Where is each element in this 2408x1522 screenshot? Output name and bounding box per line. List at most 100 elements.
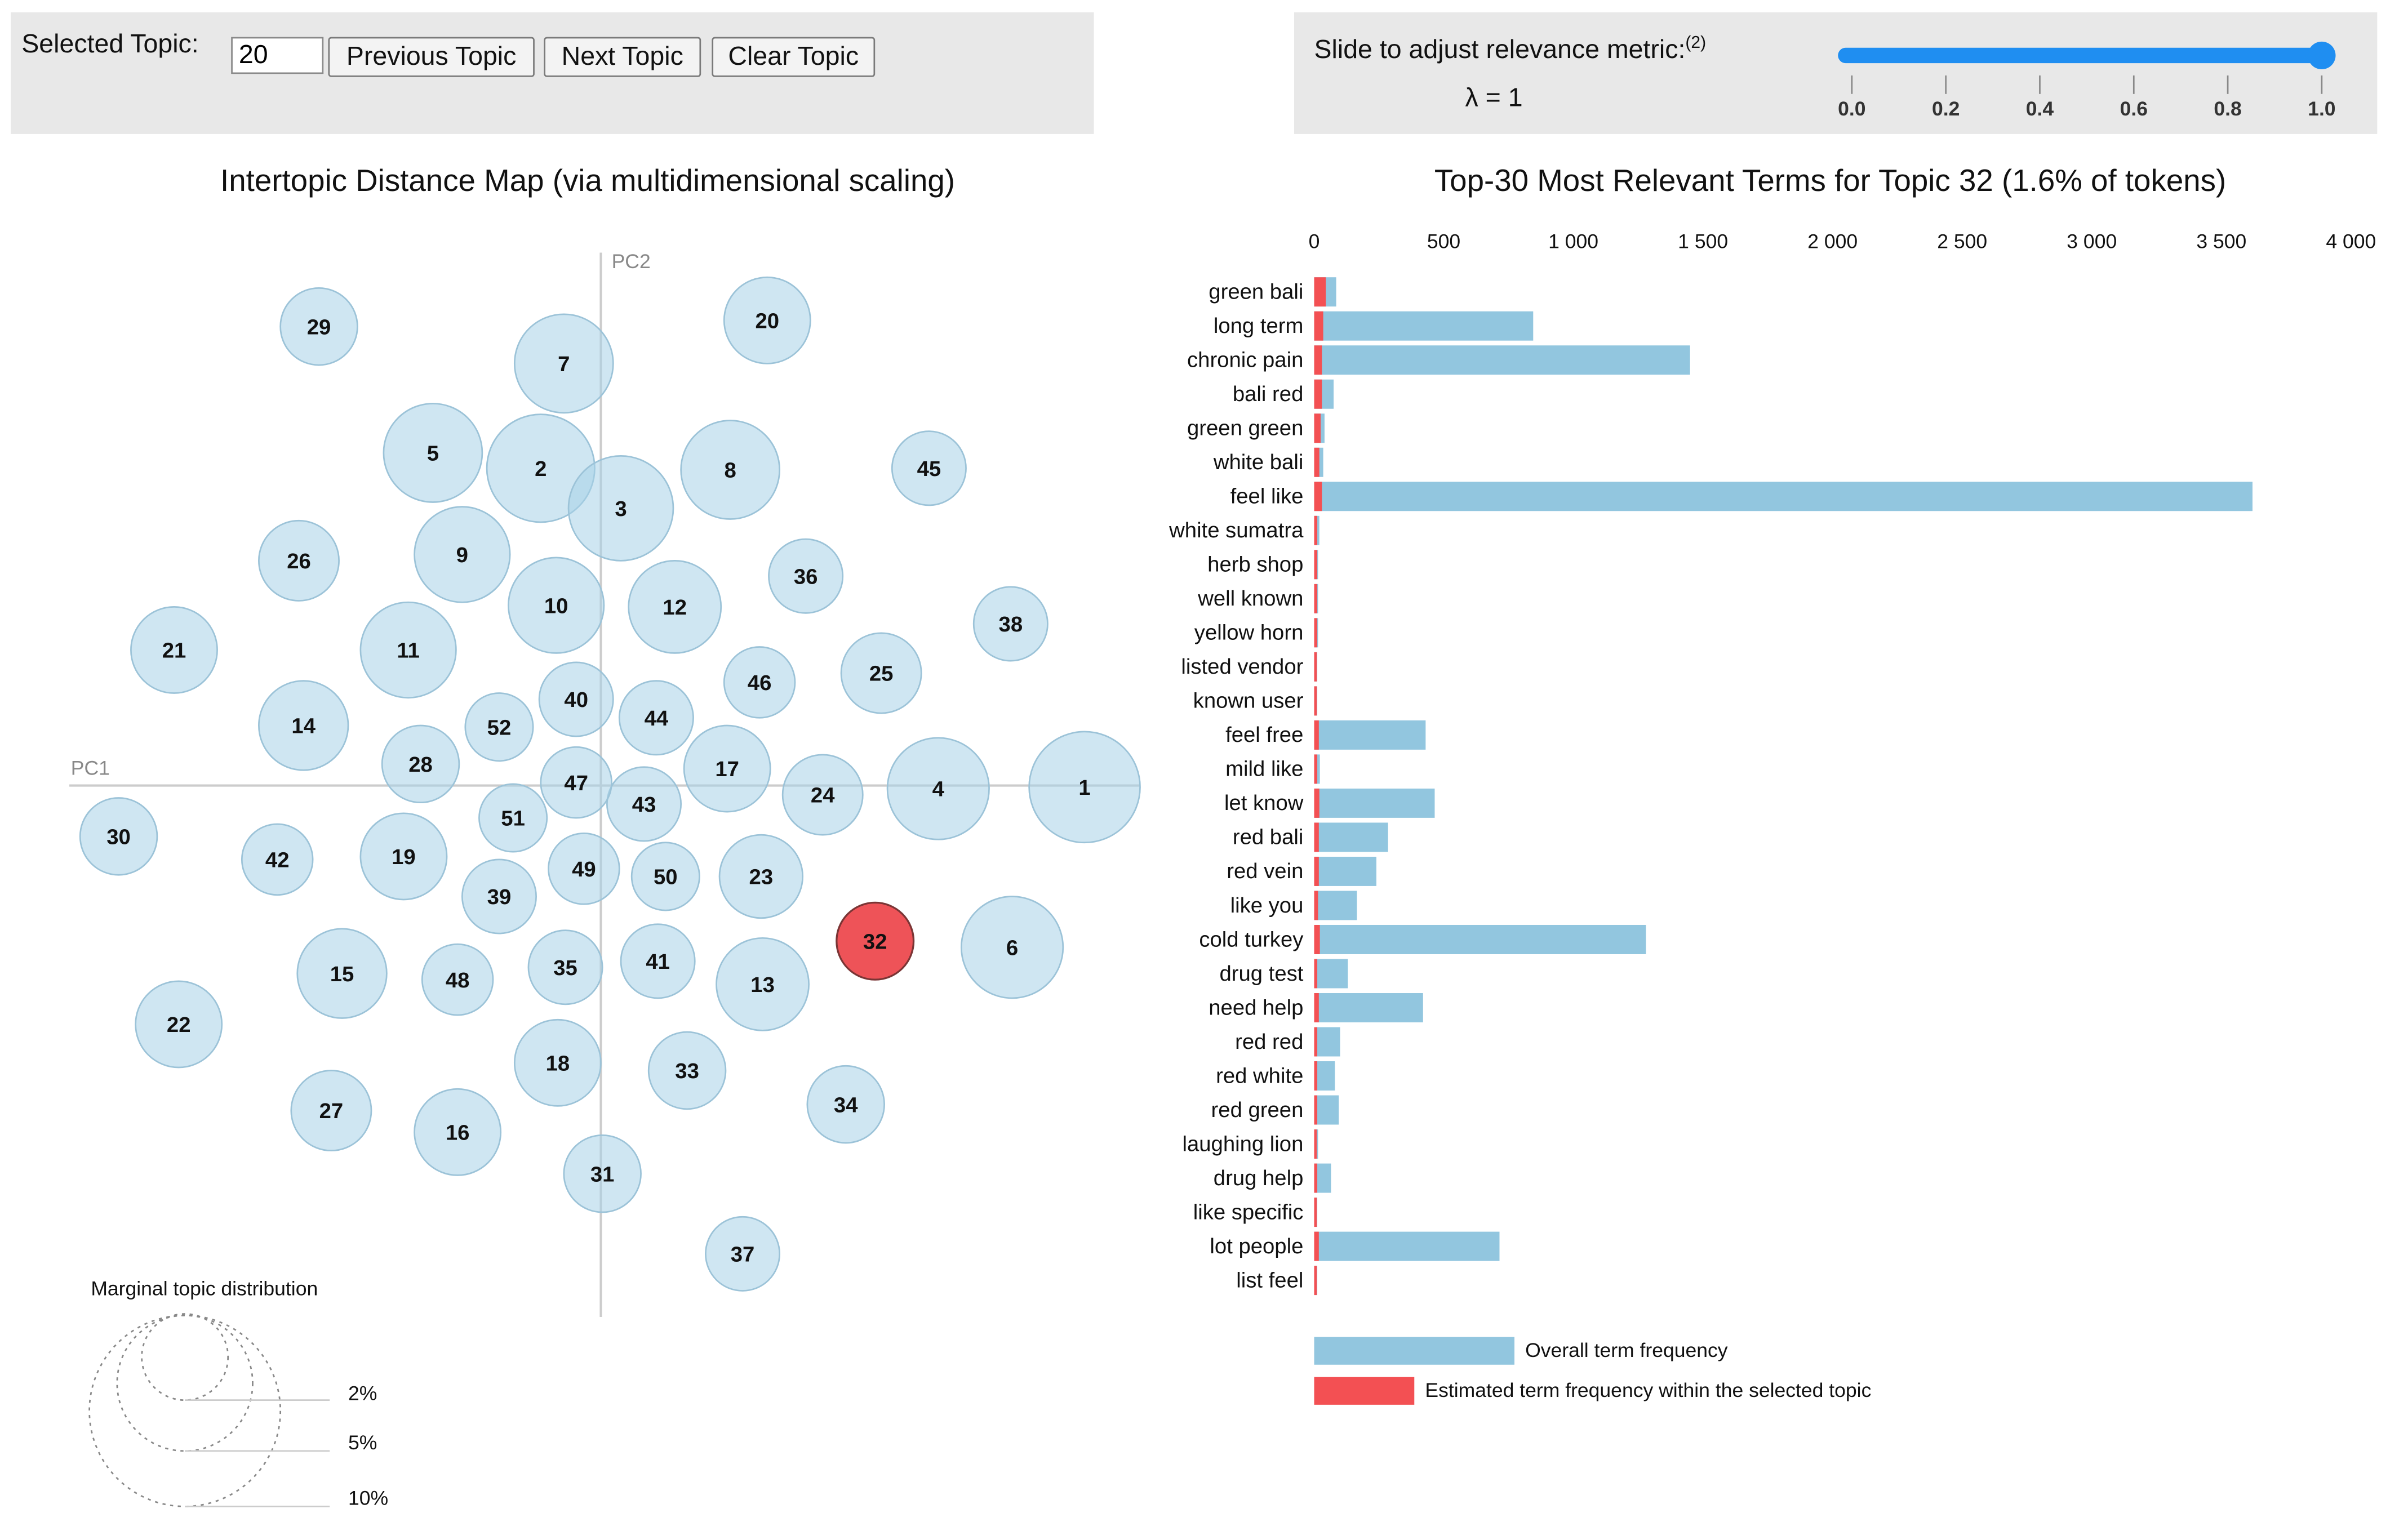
relevance-slider[interactable]: 0.0 0.2 0.4 0.6 0.8 1.0 [1818, 20, 2349, 128]
term-label[interactable]: long term [1214, 314, 1304, 338]
term-row[interactable]: drug test [1219, 959, 1348, 989]
term-row[interactable]: yellow horn [1194, 618, 1318, 648]
topic-circle-52[interactable]: 52 [464, 692, 534, 762]
topic-circle-42[interactable]: 42 [241, 823, 314, 896]
topic-bubble[interactable] [628, 559, 722, 654]
topic-bubble[interactable] [683, 724, 771, 813]
topic-bubble[interactable] [540, 746, 612, 819]
term-row[interactable]: chronic pain [1187, 345, 1690, 375]
term-row[interactable]: red bali [1233, 822, 1388, 852]
topic-bubble[interactable] [563, 1134, 642, 1213]
term-label[interactable]: like you [1230, 893, 1304, 918]
topic-circle-31[interactable]: 31 [563, 1134, 642, 1213]
topic-circle-35[interactable]: 35 [527, 929, 603, 1005]
topic-bubble[interactable] [383, 403, 483, 503]
topic-circle-50[interactable]: 50 [630, 842, 700, 911]
topic-circle-25[interactable]: 25 [840, 632, 922, 714]
term-row[interactable]: mild like [1225, 754, 1320, 784]
slider-track[interactable] [1838, 47, 2322, 64]
term-label[interactable]: red bali [1233, 825, 1304, 849]
topic-bubble[interactable] [527, 929, 603, 1005]
topic-bubble[interactable] [296, 928, 388, 1019]
topic-circle-3[interactable]: 3 [567, 455, 674, 562]
term-label[interactable]: red vein [1227, 859, 1303, 883]
topic-bubble[interactable] [414, 506, 511, 603]
topic-circle-51[interactable]: 51 [478, 783, 548, 853]
topic-bubble[interactable] [781, 754, 864, 836]
previous-topic-button[interactable]: Previous Topic [328, 37, 535, 77]
topic-bubble[interactable] [620, 923, 696, 999]
topic-bubble[interactable] [359, 601, 457, 699]
term-row[interactable]: like you [1230, 891, 1357, 920]
topic-bubble[interactable] [716, 937, 810, 1031]
topic-bubble[interactable] [478, 783, 548, 853]
topic-circle-49[interactable]: 49 [548, 832, 620, 905]
term-label[interactable]: like specific [1193, 1200, 1304, 1224]
term-label[interactable]: green green [1187, 416, 1303, 440]
term-row[interactable]: listed vendor [1181, 652, 1318, 682]
topic-circle-20[interactable]: 20 [723, 276, 811, 364]
term-label[interactable]: drug test [1219, 962, 1303, 986]
term-label[interactable]: red green [1211, 1098, 1304, 1122]
term-row[interactable]: list feel [1236, 1266, 1318, 1296]
term-label[interactable]: known user [1193, 689, 1304, 713]
topic-bubble[interactable] [647, 1031, 727, 1110]
topic-circle-22[interactable]: 22 [135, 980, 223, 1069]
next-topic-button[interactable]: Next Topic [544, 37, 701, 77]
topic-circle-4[interactable]: 4 [886, 737, 990, 840]
term-row[interactable]: red red [1235, 1027, 1340, 1057]
topic-bubble[interactable] [836, 901, 915, 981]
term-row[interactable]: like specific [1193, 1198, 1318, 1227]
term-label[interactable]: yellow horn [1194, 621, 1304, 645]
clear-topic-button[interactable]: Clear Topic [712, 37, 876, 77]
topic-circle-39[interactable]: 39 [461, 858, 537, 934]
topic-circle-16[interactable]: 16 [414, 1088, 502, 1176]
term-label[interactable]: feel free [1225, 723, 1303, 747]
term-row[interactable]: known user [1193, 686, 1318, 716]
topic-circle-23[interactable]: 23 [718, 834, 804, 919]
term-row[interactable]: need help [1209, 993, 1423, 1022]
term-label[interactable]: laughing lion [1182, 1132, 1303, 1156]
topic-circle-21[interactable]: 21 [130, 606, 218, 694]
topic-bubble[interactable] [464, 692, 534, 762]
term-label[interactable]: feel like [1230, 484, 1304, 509]
topic-bubble[interactable] [972, 586, 1048, 662]
topic-bubble[interactable] [381, 724, 460, 804]
topic-circle-48[interactable]: 48 [421, 943, 494, 1016]
topic-circle-45[interactable]: 45 [891, 430, 967, 506]
topic-bubble[interactable] [130, 606, 218, 694]
topic-bubble[interactable] [723, 276, 811, 364]
term-row[interactable]: bali red [1233, 379, 1334, 409]
topic-circle-13[interactable]: 13 [716, 937, 810, 1031]
topic-circle-18[interactable]: 18 [513, 1018, 602, 1107]
selected-topic-input[interactable] [231, 37, 324, 74]
term-row[interactable]: lot people [1210, 1231, 1500, 1261]
topic-circle-46[interactable]: 46 [723, 646, 796, 719]
topic-circle-30[interactable]: 30 [79, 797, 158, 876]
term-label[interactable]: lot people [1210, 1234, 1303, 1258]
topic-bubble[interactable] [135, 980, 223, 1069]
term-row[interactable]: cold turkey [1199, 924, 1646, 954]
topic-circle-37[interactable]: 37 [705, 1216, 781, 1292]
topic-bubble[interactable] [840, 632, 922, 714]
term-label[interactable]: red red [1235, 1030, 1303, 1054]
topic-circle-41[interactable]: 41 [620, 923, 696, 999]
topic-circle-11[interactable]: 11 [359, 601, 457, 699]
topic-bubble[interactable] [723, 646, 796, 719]
topic-bubble[interactable] [241, 823, 314, 896]
topic-bubble[interactable] [886, 737, 990, 840]
term-label[interactable]: herb shop [1207, 553, 1303, 577]
topic-circle-1[interactable]: 1 [1028, 731, 1141, 844]
topic-circle-29[interactable]: 29 [279, 287, 358, 366]
topic-circle-26[interactable]: 26 [258, 519, 340, 602]
topic-circle-24[interactable]: 24 [781, 754, 864, 836]
topic-circle-6[interactable]: 6 [960, 896, 1064, 999]
topic-bubble[interactable] [548, 832, 620, 905]
topic-bubble[interactable] [718, 834, 804, 919]
topic-circle-34[interactable]: 34 [806, 1065, 885, 1144]
term-row[interactable]: green bali [1209, 277, 1336, 307]
term-label[interactable]: green bali [1209, 279, 1303, 304]
topic-circle-14[interactable]: 14 [258, 680, 349, 771]
term-label[interactable]: white bali [1213, 450, 1304, 474]
topic-bubble[interactable] [290, 1070, 372, 1152]
